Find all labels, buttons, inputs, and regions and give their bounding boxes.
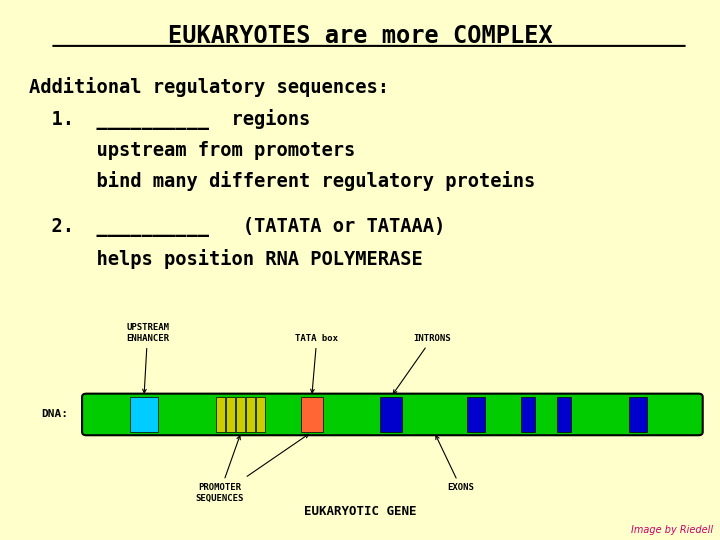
Bar: [246, 397, 255, 432]
Text: INTRONS: INTRONS: [393, 334, 451, 394]
Text: DNA:: DNA:: [42, 409, 68, 420]
Text: Additional regulatory sequences:: Additional regulatory sequences:: [29, 77, 389, 97]
Bar: [557, 397, 571, 432]
Bar: [467, 397, 485, 432]
FancyBboxPatch shape: [82, 394, 703, 435]
Bar: [130, 397, 158, 432]
Text: PROMOTER
SEQUENCES: PROMOTER SEQUENCES: [195, 436, 244, 503]
Text: upstream from promoters: upstream from promoters: [29, 141, 355, 160]
Text: TATA box: TATA box: [295, 334, 338, 393]
Text: helps position RNA POLYMERASE: helps position RNA POLYMERASE: [29, 249, 423, 269]
Bar: [236, 397, 245, 432]
Bar: [380, 397, 402, 432]
Bar: [629, 397, 647, 432]
Bar: [226, 397, 235, 432]
Text: UPSTREAM
ENHANCER: UPSTREAM ENHANCER: [126, 323, 169, 393]
Text: 2.  __________   (TATATA or TATAAA): 2. __________ (TATATA or TATAAA): [29, 217, 445, 237]
Text: 1.  __________  regions: 1. __________ regions: [29, 109, 310, 130]
Bar: [256, 397, 265, 432]
Bar: [521, 397, 535, 432]
Text: EXONS: EXONS: [436, 436, 474, 492]
Text: bind many different regulatory proteins: bind many different regulatory proteins: [29, 171, 535, 191]
Text: EUKARYOTES are more COMPLEX: EUKARYOTES are more COMPLEX: [168, 24, 552, 48]
Text: EUKARYOTIC GENE: EUKARYOTIC GENE: [304, 505, 416, 518]
Bar: [216, 397, 225, 432]
Bar: [301, 397, 323, 432]
Text: Image by Riedell: Image by Riedell: [631, 524, 713, 535]
